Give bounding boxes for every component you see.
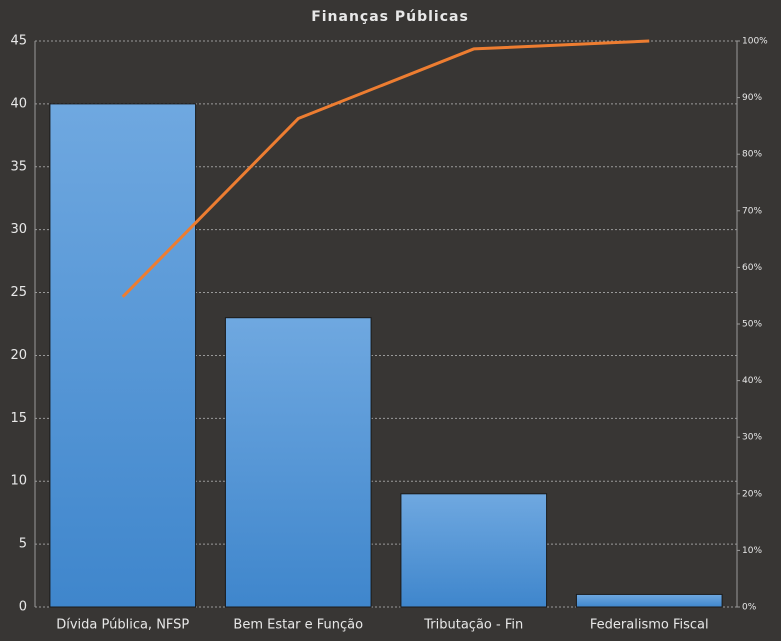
y2-tick-label: 50% [742,320,762,330]
x-tick-label: Dívida Pública, NFSP [56,618,189,633]
bar [224,317,372,608]
bar [49,103,197,608]
y2-tick-label: 0% [742,603,757,613]
y2-tick-label: 70% [742,206,762,216]
y2-tick-label: 40% [742,376,762,386]
y2-tick-label: 90% [742,93,762,103]
x-tick-label: Tributação - Fin [423,618,523,633]
line [121,39,650,298]
y-tick-label: 0 [19,600,27,615]
y-tick-label: 40 [10,96,27,111]
y-tick-label: 45 [10,34,27,49]
y-tick-label: 30 [10,222,27,237]
x-tick-label: Bem Estar e Função [233,618,363,633]
y2-tick-label: 10% [742,546,762,556]
y2-tick-label: 30% [742,433,762,443]
y-tick-label: 15 [10,411,27,426]
bar [400,493,548,608]
y-tick-label: 35 [10,159,27,174]
y-tick-label: 25 [10,285,27,300]
y2-tick-label: 20% [742,489,762,499]
bar [575,593,723,608]
y2-tick-label: 60% [742,263,762,273]
y-tick-label: 5 [19,537,27,552]
chart-title: Finanças Públicas [311,9,469,25]
y2-tick-label: 100% [742,37,768,47]
y2-tick-label: 80% [742,150,762,160]
y-tick-label: 20 [10,348,27,363]
y-tick-label: 10 [10,474,27,489]
x-tick-label: Federalismo Fiscal [590,618,709,633]
